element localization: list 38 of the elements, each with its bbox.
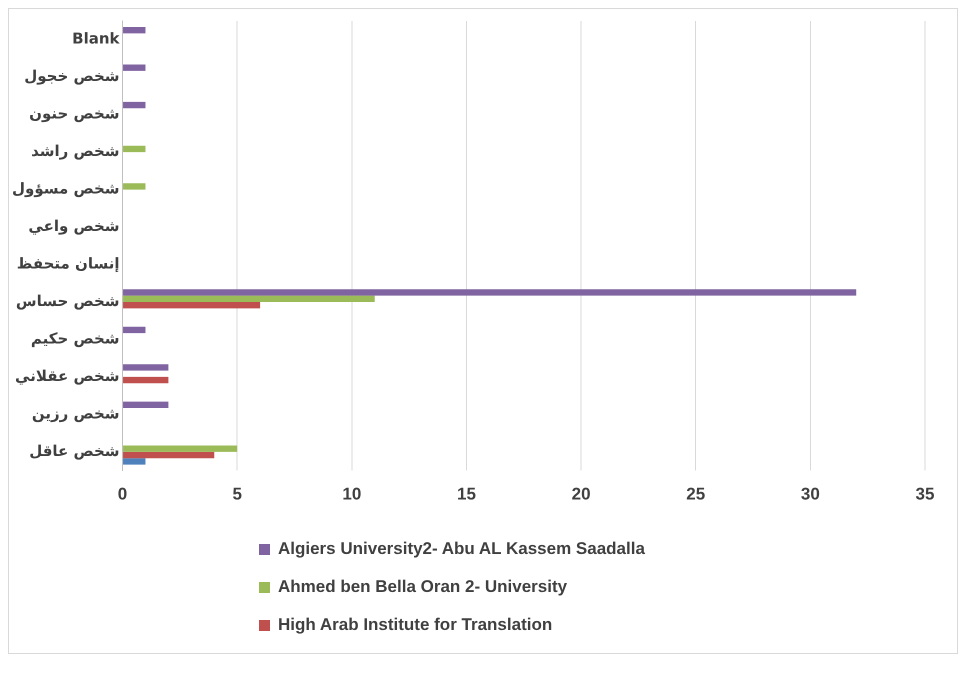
bar — [123, 146, 146, 152]
y-tick-label: شخص حساس — [16, 292, 120, 310]
bar — [123, 376, 168, 384]
bar — [123, 446, 238, 452]
y-tick-label: إنسان متحفظ — [16, 254, 120, 272]
bar — [123, 183, 146, 190]
bar — [123, 452, 214, 458]
bar — [123, 26, 146, 34]
x-tick-label: 20 — [572, 484, 591, 504]
y-tick-label: شخص عقلاني — [15, 366, 120, 385]
y-tick-label: شخص خجول — [24, 67, 120, 86]
bar — [123, 289, 856, 296]
bar — [123, 302, 260, 308]
y-tick-label: شخص واعي — [28, 216, 120, 235]
y-tick-label: شخص عاقل — [29, 442, 120, 460]
x-tick-label: 15 — [456, 484, 476, 504]
legend-label: Algiers University2- Abu AL Kassem Saadalla — [278, 539, 645, 559]
bar — [123, 296, 375, 302]
y-tick-label: شخص حكيم — [30, 329, 120, 348]
y-tick-label: شخص راشد — [31, 142, 120, 160]
y-tick-label: Blank — [72, 30, 121, 48]
bar — [123, 402, 168, 408]
x-tick-label: 25 — [686, 484, 706, 504]
bar — [123, 64, 146, 71]
bar — [123, 458, 146, 465]
x-tick-label: 30 — [800, 484, 820, 504]
y-tick-label: شخص حنون — [29, 104, 120, 123]
x-tick-label: 5 — [232, 484, 242, 504]
x-tick-label: 35 — [916, 484, 934, 504]
y-tick-label: شخص رزين — [32, 404, 120, 422]
legend-label: High Arab Institute for Translation — [278, 615, 552, 635]
y-tick-label: شخص مسؤول — [12, 179, 120, 198]
bar — [123, 364, 168, 371]
x-tick-label: 10 — [342, 484, 362, 504]
x-tick-label: 0 — [118, 484, 128, 504]
legend-label: Ahmed ben Bella Oran 2- University — [278, 577, 568, 597]
bar — [123, 326, 146, 334]
bar — [123, 102, 146, 108]
